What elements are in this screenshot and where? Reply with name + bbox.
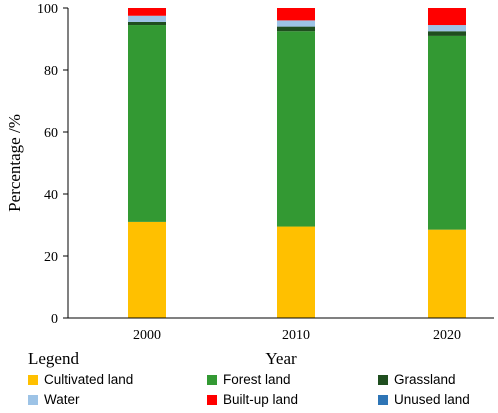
- bar-segment: [128, 221, 166, 318]
- legend-label: Forest land: [223, 372, 291, 387]
- y-tick-label: 80: [44, 64, 58, 79]
- legend-label: Built-up land: [223, 392, 298, 407]
- bar-segment: [428, 8, 466, 26]
- legend-label: Grassland: [394, 372, 456, 387]
- bar-segment: [277, 20, 315, 27]
- y-tick-label: 60: [44, 126, 58, 141]
- legend-label: Cultivated land: [44, 372, 133, 387]
- bar-segment: [128, 21, 166, 26]
- legend-swatch: [378, 395, 388, 405]
- bar-segment: [428, 35, 466, 230]
- legend-swatch: [28, 395, 38, 405]
- bar-segment: [428, 229, 466, 318]
- bar-segment: [277, 26, 315, 32]
- bar-segment: [277, 8, 315, 21]
- bar-segment: [277, 226, 315, 318]
- legend: Cultivated land Forest land Grassland Water…: [28, 372, 470, 407]
- x-tick-label: 2000: [133, 328, 161, 343]
- y-axis-ticks: 0 20 40 60 80 100: [37, 2, 68, 327]
- x-tick-label: 2010: [282, 328, 310, 343]
- x-tick-label: 2020: [433, 328, 461, 343]
- bar-segment: [277, 31, 315, 227]
- bar-segment: [128, 8, 166, 16]
- legend-label: Unused land: [394, 392, 470, 407]
- bar-segment: [428, 31, 466, 36]
- bar-segment: [128, 15, 166, 22]
- x-axis-ticks: 2000 2010 2020: [133, 328, 461, 343]
- y-tick-label: 100: [37, 2, 58, 17]
- bar-segment: [428, 25, 466, 32]
- y-tick-label: 20: [44, 250, 58, 265]
- bar-segment: [128, 25, 166, 222]
- legend-label: Water: [44, 392, 80, 407]
- legend-swatch: [207, 395, 217, 405]
- plot-area: [128, 8, 466, 318]
- legend-title: Legend: [28, 349, 79, 368]
- legend-swatch: [378, 375, 388, 385]
- legend-swatch: [28, 375, 38, 385]
- y-tick-label: 40: [44, 188, 58, 203]
- legend-swatch: [207, 375, 217, 385]
- y-tick-label: 0: [51, 312, 58, 327]
- x-axis-title: Year: [265, 349, 297, 368]
- y-axis-title: Percentage /%: [5, 114, 24, 212]
